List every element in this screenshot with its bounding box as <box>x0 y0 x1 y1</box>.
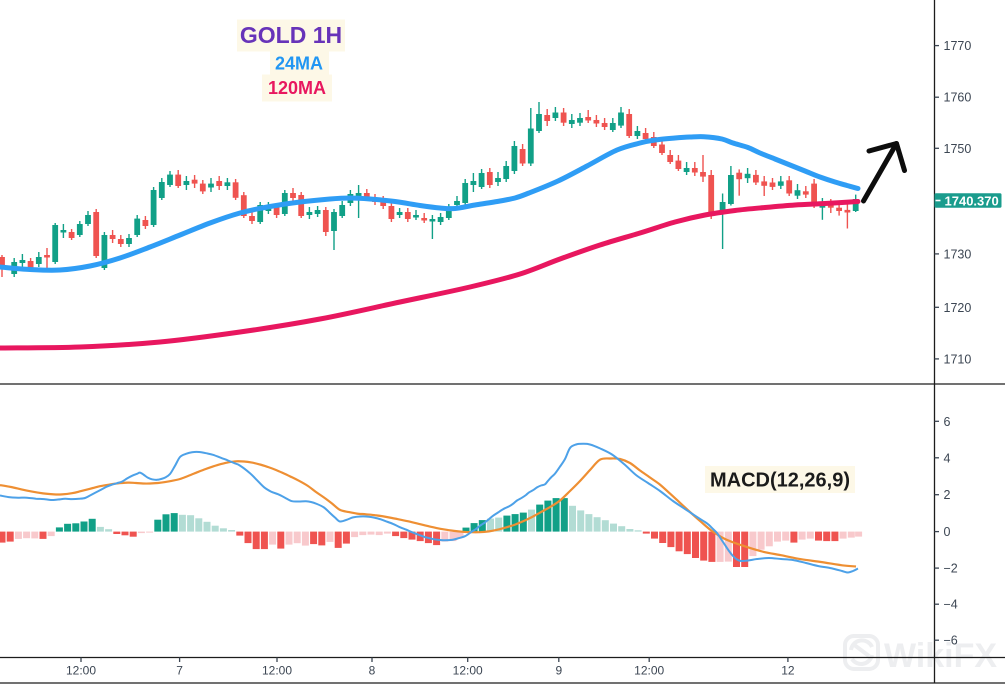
svg-text:0: 0 <box>944 525 951 539</box>
svg-text:120MA: 120MA <box>268 78 326 98</box>
svg-text:12:00: 12:00 <box>262 664 292 678</box>
svg-text:1760: 1760 <box>944 91 972 105</box>
svg-text:12:00: 12:00 <box>634 664 664 678</box>
svg-text:1710: 1710 <box>944 352 972 366</box>
svg-text:−2: −2 <box>944 562 958 576</box>
svg-text:12: 12 <box>781 664 795 678</box>
svg-text:1730: 1730 <box>944 247 972 261</box>
svg-text:−4: −4 <box>944 598 958 612</box>
svg-text:6: 6 <box>944 415 951 429</box>
svg-text:7: 7 <box>176 664 183 678</box>
svg-text:4: 4 <box>944 451 951 465</box>
svg-text:−6: −6 <box>944 634 958 648</box>
svg-text:24MA: 24MA <box>275 54 323 74</box>
svg-text:1770: 1770 <box>944 39 972 53</box>
svg-text:1720: 1720 <box>944 301 972 315</box>
svg-text:12:00: 12:00 <box>453 664 483 678</box>
svg-text:9: 9 <box>555 664 562 678</box>
svg-text:MACD(12,26,9): MACD(12,26,9) <box>710 470 850 492</box>
svg-text:12:00: 12:00 <box>66 664 96 678</box>
svg-text:WikiFX: WikiFX <box>884 637 997 675</box>
svg-text:1750: 1750 <box>944 142 972 156</box>
svg-text:2: 2 <box>944 488 951 502</box>
svg-text:GOLD 1H: GOLD 1H <box>240 22 342 48</box>
svg-text:8: 8 <box>369 664 376 678</box>
svg-text:1740.370: 1740.370 <box>945 193 999 208</box>
